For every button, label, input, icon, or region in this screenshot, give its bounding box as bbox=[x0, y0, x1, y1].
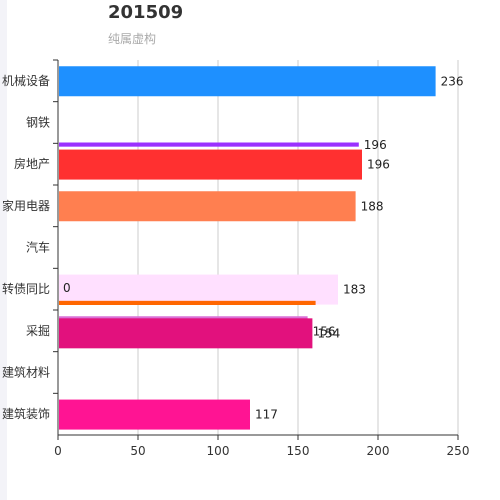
x-tick-label: 100 bbox=[207, 444, 230, 458]
x-tick-label: 200 bbox=[367, 444, 390, 458]
data-label: 0 bbox=[63, 281, 71, 295]
x-tick-label: 50 bbox=[130, 444, 145, 458]
y-tick-label: 机械设备 bbox=[2, 73, 50, 88]
bar bbox=[59, 149, 362, 180]
data-label: 196 bbox=[364, 138, 387, 152]
bars bbox=[59, 66, 436, 430]
x-tick-label: 150 bbox=[287, 444, 310, 458]
x-tick-label: 250 bbox=[447, 444, 470, 458]
data-label: 156 bbox=[313, 324, 336, 338]
y-tick-label: 汽车 bbox=[26, 240, 50, 255]
data-label: 188 bbox=[361, 199, 384, 213]
bar bbox=[59, 191, 356, 222]
grid-lines bbox=[137, 60, 459, 435]
y-tick-label: 转债同比 bbox=[2, 281, 50, 296]
bar bbox=[59, 274, 338, 305]
data-label: 183 bbox=[343, 283, 366, 297]
left-strip bbox=[0, 0, 7, 500]
bar bbox=[59, 142, 359, 147]
data-label: 236 bbox=[441, 74, 464, 88]
bar bbox=[59, 66, 436, 97]
y-tick-label: 钢铁 bbox=[26, 116, 50, 130]
bar bbox=[59, 300, 316, 305]
y-tick-label: 采掘 bbox=[26, 323, 50, 338]
y-tick-label: 建筑材料 bbox=[2, 365, 50, 380]
chart-subtitle: 纯属虚构 bbox=[108, 32, 157, 46]
x-tick-label: 0 bbox=[54, 444, 62, 458]
data-label: 196 bbox=[367, 158, 390, 172]
data-label: 117 bbox=[255, 408, 278, 422]
y-tick-label: 建筑装饰 bbox=[2, 406, 50, 421]
axes: 0 50 100 150 200 250 机械设备钢铁房地产家用电器汽车转债同比采掘建筑材料… bbox=[2, 59, 470, 458]
bar bbox=[59, 399, 250, 430]
y-tick-label: 家用电器 bbox=[2, 198, 50, 213]
bar bbox=[59, 318, 313, 349]
chart-title: 201509 bbox=[108, 2, 184, 23]
y-tick-label: 房地产 bbox=[14, 156, 50, 171]
data-label: 154 bbox=[317, 326, 340, 340]
